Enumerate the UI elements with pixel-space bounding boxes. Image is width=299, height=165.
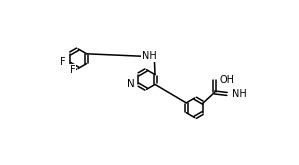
Text: F: F (60, 57, 65, 67)
Text: F: F (69, 65, 75, 75)
Text: NH: NH (141, 51, 156, 61)
Text: N: N (127, 79, 135, 89)
Text: NH: NH (232, 89, 247, 99)
Text: OH: OH (220, 75, 235, 85)
